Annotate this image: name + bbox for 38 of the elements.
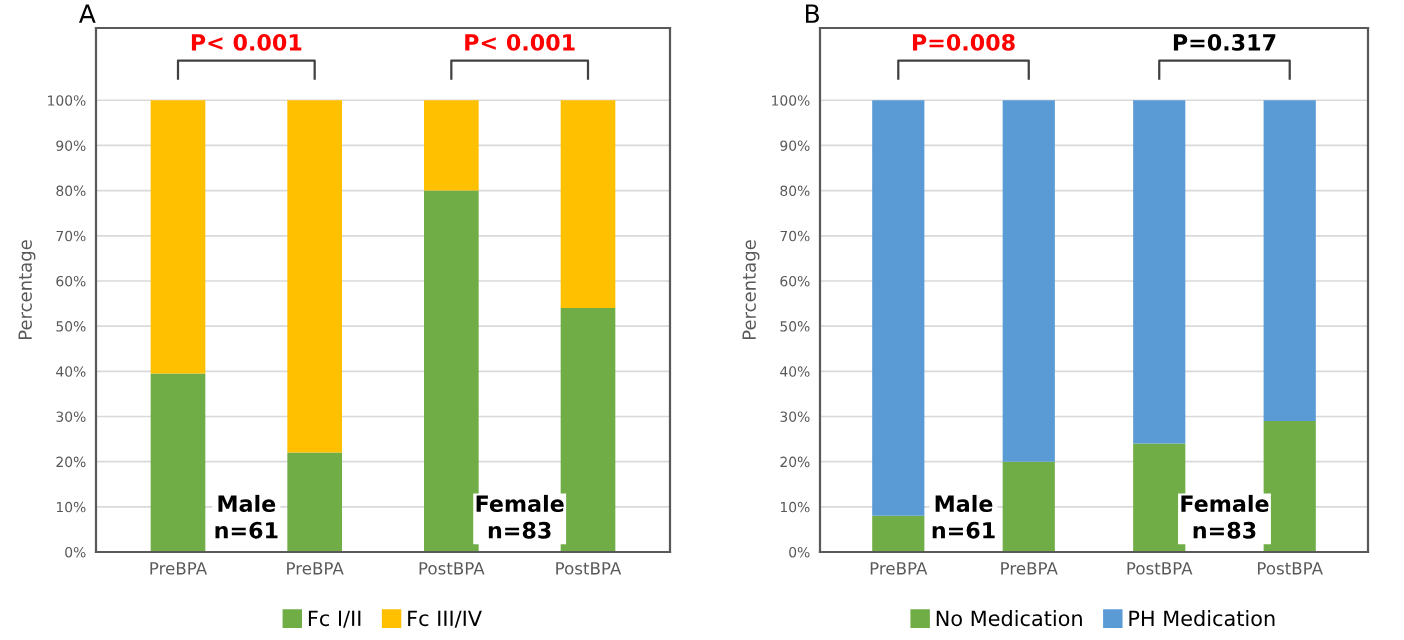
annotation: P=0.317 — [1173, 33, 1276, 51]
legend-label: Fc III/IV — [408, 610, 482, 628]
chart-title: B — [806, 4, 819, 23]
bar — [1002, 100, 1055, 462]
legend-label: Fc I/II — [308, 610, 361, 628]
x-tick-label: PostBPA — [419, 562, 485, 575]
bar — [1133, 100, 1186, 444]
annotation: P< 0.001 — [465, 33, 575, 51]
bar — [872, 515, 925, 552]
annotation: Male n=61 — [932, 494, 995, 539]
annotation: Male n=61 — [215, 494, 278, 539]
x-tick-label: PreBPA — [1001, 562, 1058, 575]
legend-label: No Medication — [936, 610, 1082, 627]
bar — [424, 100, 479, 191]
legend-label: PH Medication — [1129, 610, 1275, 627]
annotation: P=0.008 — [912, 33, 1015, 51]
x-tick-label: PostBPA — [556, 562, 622, 575]
x-tick-label: PostBPA — [1258, 562, 1323, 575]
x-tick-label: PreBPA — [870, 562, 928, 575]
y-axis-title: Percentage — [742, 240, 760, 340]
annotation: Female n=83 — [476, 494, 564, 539]
annotation: P< 0.001 — [191, 33, 302, 51]
annotation: Female n=83 — [1181, 494, 1269, 539]
bar — [424, 190, 479, 552]
bar — [287, 100, 342, 453]
x-tick-label: PostBPA — [1127, 562, 1193, 575]
bar — [150, 100, 206, 374]
chart-title: A — [78, 4, 96, 23]
bar — [1263, 100, 1316, 421]
y-axis-title: Percentage — [18, 240, 36, 340]
x-tick-label: PreBPA — [287, 562, 344, 575]
bar — [872, 100, 925, 516]
bar — [287, 452, 342, 552]
x-tick-label: PreBPA — [150, 562, 208, 575]
bar — [150, 373, 206, 552]
bar — [1002, 461, 1055, 552]
bar — [560, 308, 616, 552]
bar — [560, 100, 616, 309]
